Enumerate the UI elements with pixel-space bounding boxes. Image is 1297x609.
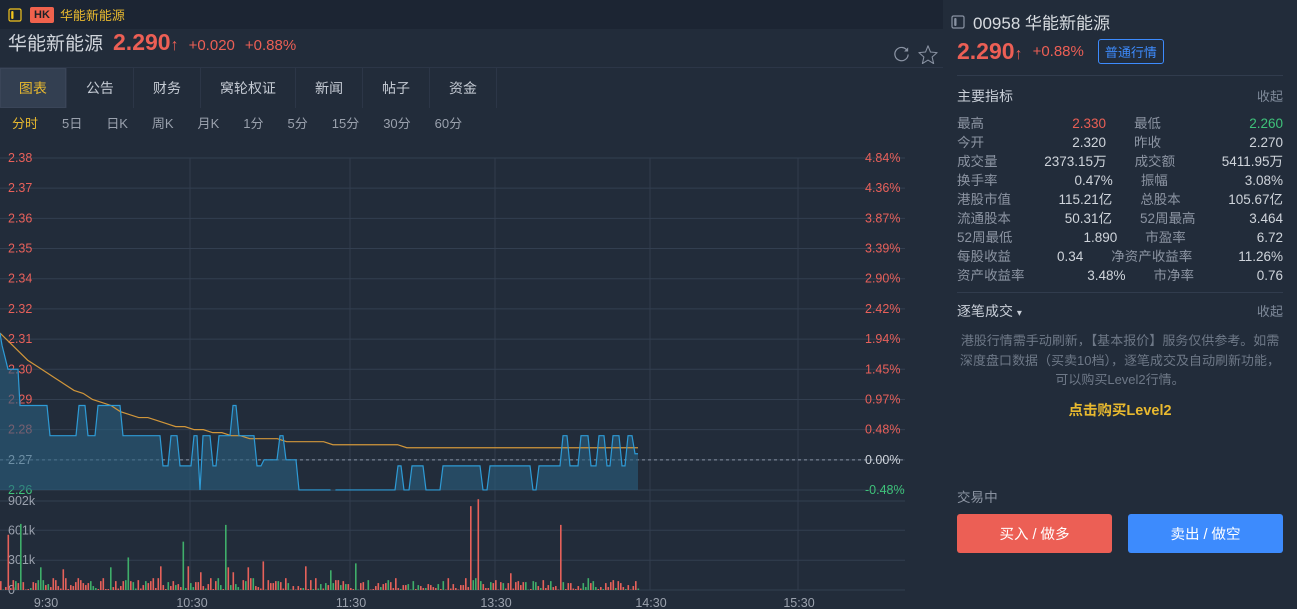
svg-text:2.90%: 2.90%: [865, 272, 900, 286]
svg-text:0.48%: 0.48%: [865, 423, 900, 437]
svg-text:1.94%: 1.94%: [865, 332, 900, 346]
svg-text:2.36: 2.36: [8, 211, 32, 225]
svg-text:2.35: 2.35: [8, 242, 32, 256]
svg-text:4.36%: 4.36%: [865, 181, 900, 195]
svg-text:2.34: 2.34: [8, 272, 32, 286]
svg-text:3.87%: 3.87%: [865, 211, 900, 225]
svg-text:1.45%: 1.45%: [865, 362, 900, 376]
svg-text:2.37: 2.37: [8, 181, 32, 195]
svg-text:2.38: 2.38: [8, 151, 32, 165]
svg-text:-0.48%: -0.48%: [865, 483, 905, 497]
svg-text:0.97%: 0.97%: [865, 392, 900, 406]
svg-text:3.39%: 3.39%: [865, 242, 900, 256]
svg-text:2.32: 2.32: [8, 302, 32, 316]
svg-text:2.42%: 2.42%: [865, 302, 900, 316]
svg-text:4.84%: 4.84%: [865, 151, 900, 165]
svg-text:0.00%: 0.00%: [865, 453, 900, 467]
